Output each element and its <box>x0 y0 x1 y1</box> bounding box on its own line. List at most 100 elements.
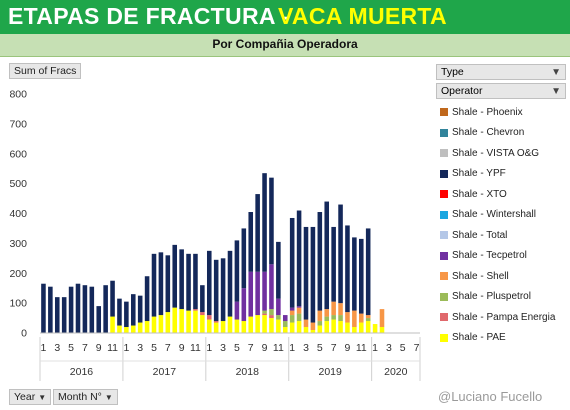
legend-item[interactable]: Shale - Pluspetrol <box>436 287 566 308</box>
x-tick-label: 11 <box>107 342 118 354</box>
legend-swatch <box>440 251 448 260</box>
legend-item[interactable]: Shale - Phoenix <box>436 102 566 123</box>
month-field-button[interactable]: Month N° ▼ <box>53 389 118 405</box>
bar-segment <box>345 225 350 313</box>
x-tick-label: 1 <box>206 342 212 354</box>
bar-segment <box>269 318 274 333</box>
x-tick-label: 9 <box>179 342 185 354</box>
legend-item[interactable]: Shale - Wintershall <box>436 205 566 226</box>
bar-segment <box>358 322 364 333</box>
bar-segment <box>206 319 212 333</box>
dropdown-arrow-icon: ▼ <box>38 393 47 402</box>
bar-segment <box>255 315 260 333</box>
y-tick-label: 300 <box>9 238 27 250</box>
bar-segment <box>352 310 357 328</box>
title-banner: ETAPAS DE FRACTURA - VACA MUERTA <box>0 0 570 34</box>
bar-segment <box>317 325 323 333</box>
year-label: 2019 <box>319 366 343 378</box>
value-field-button[interactable]: Sum of Fracs <box>9 63 82 79</box>
bar-segment <box>75 283 81 333</box>
bar-segment <box>144 321 150 333</box>
bar-segment <box>255 194 260 272</box>
bar-segment <box>338 321 343 333</box>
legend-swatch <box>440 231 448 240</box>
bar-segment <box>310 330 316 333</box>
bar-segment <box>165 255 171 313</box>
bar-segment <box>151 253 157 317</box>
legend-swatch <box>440 149 448 158</box>
bar-segment <box>282 315 288 322</box>
bar-segment <box>379 309 385 328</box>
legend-field-button[interactable]: Type ▼ <box>436 64 566 80</box>
bar-segment <box>262 315 267 333</box>
legend-item[interactable]: Shale - YPF <box>436 164 566 185</box>
bar-segment <box>117 325 122 333</box>
bar-segment <box>137 295 143 323</box>
bar-segment <box>130 294 136 326</box>
bar-segment <box>345 322 350 333</box>
legend-label: Shale - YPF <box>452 168 506 180</box>
bar-segment <box>200 315 205 333</box>
x-tick-label: 9 <box>96 342 102 354</box>
legend-swatch <box>440 292 448 301</box>
bar-segment <box>186 253 191 311</box>
bar-segment <box>165 312 171 333</box>
bar-segment <box>234 319 240 333</box>
legend-label: Shale - XTO <box>452 188 507 200</box>
legend-label: Shale - Tecpetrol <box>452 250 527 262</box>
x-tick-label: 7 <box>82 342 88 354</box>
bar-segment <box>324 316 330 322</box>
year-label: 2018 <box>236 366 260 378</box>
bar-segment <box>213 259 219 322</box>
bar-segment <box>144 276 150 322</box>
bar-segment <box>276 241 281 299</box>
bar-segment <box>179 249 184 310</box>
bar-segment <box>179 309 184 333</box>
bar-segment <box>262 173 267 272</box>
x-tick-label: 1 <box>41 342 47 354</box>
bar-segment <box>276 298 281 316</box>
bar-segment <box>303 226 309 320</box>
legend-swatch <box>440 108 448 117</box>
legend-item[interactable]: Shale - Total <box>436 225 566 246</box>
legend-item[interactable]: Shale - XTO <box>436 184 566 205</box>
legend-item[interactable]: Shale - PAE <box>436 328 566 349</box>
bar-segment <box>262 310 267 314</box>
legend-item[interactable]: Shale - Pampa Energia <box>436 307 566 328</box>
bar-segment <box>193 253 198 310</box>
legend-label: Shale - Total <box>452 229 508 241</box>
bar-segment <box>124 327 129 333</box>
legend-label: Shale - Pluspetrol <box>452 291 531 303</box>
bar-segment <box>200 285 205 313</box>
bar-segment <box>241 321 247 333</box>
x-tick-label: 1 <box>289 342 295 354</box>
x-tick-label: 1 <box>123 342 129 354</box>
month-field-label: Month N° <box>58 391 102 403</box>
bar-segment <box>158 252 164 316</box>
y-tick-label: 400 <box>9 208 27 220</box>
subtitle-bar: Por Compañia Operadora <box>0 34 570 57</box>
legend-item[interactable]: Shale - Tecpetrol <box>436 246 566 267</box>
year-field-button[interactable]: Year ▼ <box>9 389 52 405</box>
dropdown-arrow-icon[interactable]: ▼ <box>551 86 561 97</box>
bar-segment <box>338 315 343 322</box>
x-tick-label: 9 <box>262 342 268 354</box>
bar-segment <box>352 327 357 333</box>
legend-label: Shale - Pampa Energia <box>452 311 556 323</box>
filter-dropdown-icon[interactable]: ▼ <box>551 67 561 78</box>
bar-segment <box>193 309 198 311</box>
legend-item[interactable]: Shale - VISTA O&G <box>436 143 566 164</box>
legend-swatch <box>440 190 448 199</box>
bar-segment <box>158 315 164 333</box>
x-tick-label: 5 <box>317 342 323 354</box>
bar-segment <box>262 271 267 311</box>
legend-subfield-button[interactable]: Operator ▼ <box>436 83 566 99</box>
bar-segment <box>296 307 302 314</box>
bar-segment <box>331 301 336 316</box>
bar-segment <box>82 285 88 333</box>
legend-item[interactable]: Shale - Chevron <box>436 123 566 144</box>
y-tick-label: 800 <box>9 89 27 101</box>
legend-item[interactable]: Shale - Shell <box>436 266 566 287</box>
bar-segment <box>276 319 281 333</box>
bar-segment <box>248 316 254 333</box>
